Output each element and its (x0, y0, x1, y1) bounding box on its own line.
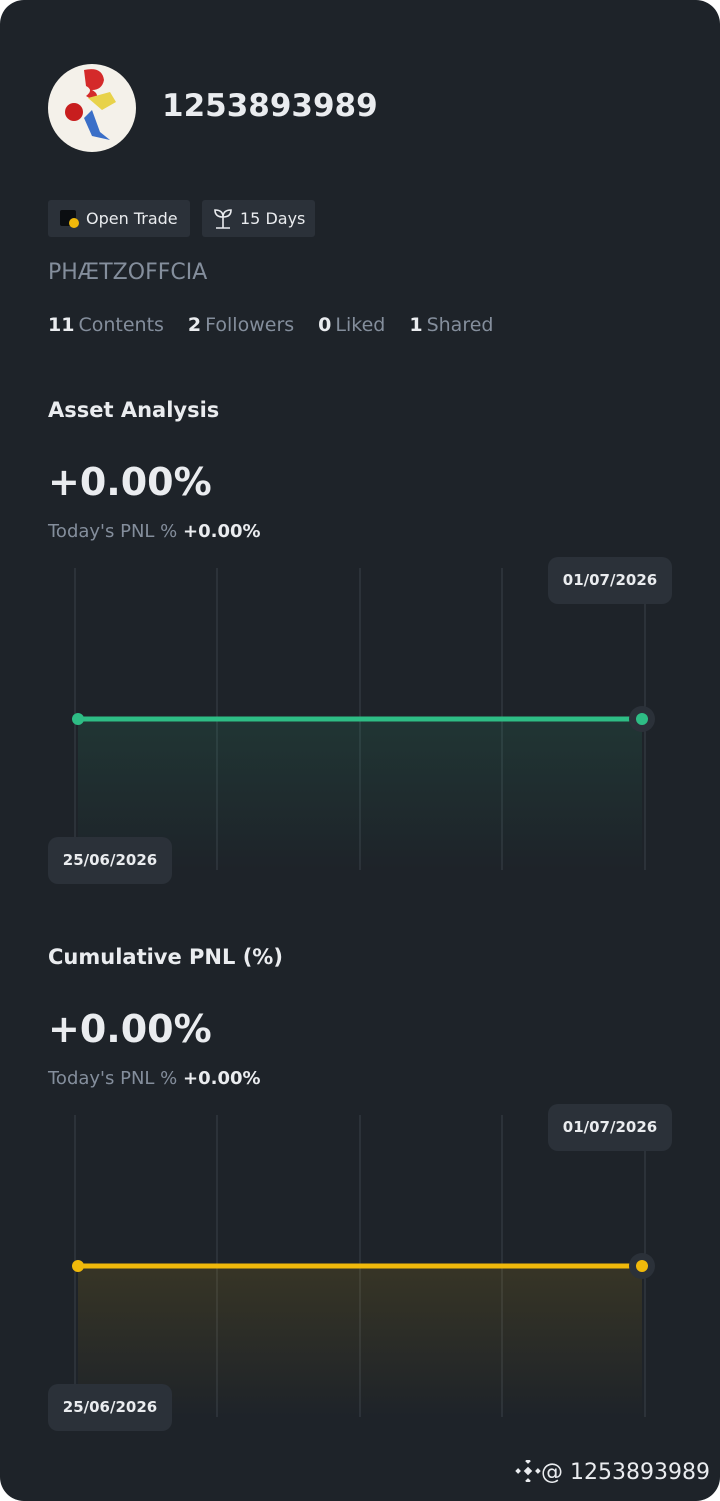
sub-line: Today's PNL % +0.00% (48, 1068, 261, 1089)
date-tooltip: 25/06/2026 (48, 837, 172, 884)
stats: 11 Contents 2 Followers 0 Liked 1 Shared (48, 314, 517, 336)
display-name: PHÆTZOFFCIA (48, 260, 208, 285)
area (78, 1266, 642, 1417)
stat-label: Shared (426, 314, 494, 336)
badge-text: Open Trade (86, 209, 178, 228)
point (72, 713, 84, 725)
date-tooltip: 01/07/2026 (548, 1104, 672, 1151)
stat-value: 2 (187, 314, 202, 336)
stat-label: Contents (78, 314, 164, 336)
line-chart (72, 568, 655, 870)
stat-value: 11 (48, 314, 75, 336)
badge[interactable]: Open Trade (48, 200, 190, 237)
sub-label: Today's PNL % (48, 1068, 178, 1089)
sub-value: +0.00% (183, 1068, 261, 1089)
headline-value: +0.00% (48, 1007, 212, 1051)
badge-text: 15 Days (240, 209, 306, 228)
sub-value: +0.00% (183, 521, 261, 542)
section-title: Cumulative PNL (%) (48, 945, 283, 969)
line-chart (72, 1115, 655, 1417)
point (72, 1260, 84, 1272)
logo (515, 1458, 541, 1484)
badge-icon (60, 210, 79, 228)
stat-value: 0 (318, 314, 332, 336)
point (636, 713, 648, 725)
headline-value: +0.00% (48, 460, 212, 504)
area (78, 719, 642, 870)
sub-label: Today's PNL % (48, 521, 178, 542)
stat-value: 1 (409, 314, 423, 336)
badge-icon (214, 209, 232, 229)
watermark-text: @ 1253893989 (541, 1460, 710, 1485)
watermark: @ 1253893989 (515, 1458, 710, 1485)
stat-label: Liked (335, 314, 386, 336)
username: 1253893989 (162, 88, 378, 124)
section-title: Asset Analysis (48, 398, 220, 422)
stat-label: Followers (205, 314, 295, 336)
date-tooltip: 25/06/2026 (48, 1384, 172, 1431)
point (636, 1260, 648, 1272)
badge[interactable]: 15 Days (202, 200, 315, 237)
sub-line: Today's PNL % +0.00% (48, 521, 261, 542)
avatar[interactable] (48, 64, 136, 152)
date-tooltip: 01/07/2026 (548, 557, 672, 604)
